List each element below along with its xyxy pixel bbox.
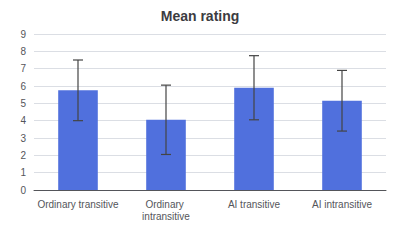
svg-text:0: 0 [20,185,26,196]
svg-text:1: 1 [20,167,26,178]
svg-text:AI transitive: AI transitive [228,199,281,210]
svg-text:intransitive: intransitive [142,211,190,222]
svg-text:Ordinary: Ordinary [145,199,186,210]
svg-text:7: 7 [20,63,26,74]
svg-text:5: 5 [20,98,26,109]
svg-text:3: 3 [20,133,26,144]
svg-text:4: 4 [20,115,26,126]
svg-text:Mean rating: Mean rating [161,8,240,24]
svg-text:Ordinary transitive: Ordinary transitive [37,199,119,210]
svg-text:8: 8 [20,46,26,57]
svg-text:6: 6 [20,81,26,92]
svg-text:9: 9 [20,29,26,40]
svg-text:AI intransitive: AI intransitive [312,199,372,210]
svg-text:2: 2 [20,150,26,161]
